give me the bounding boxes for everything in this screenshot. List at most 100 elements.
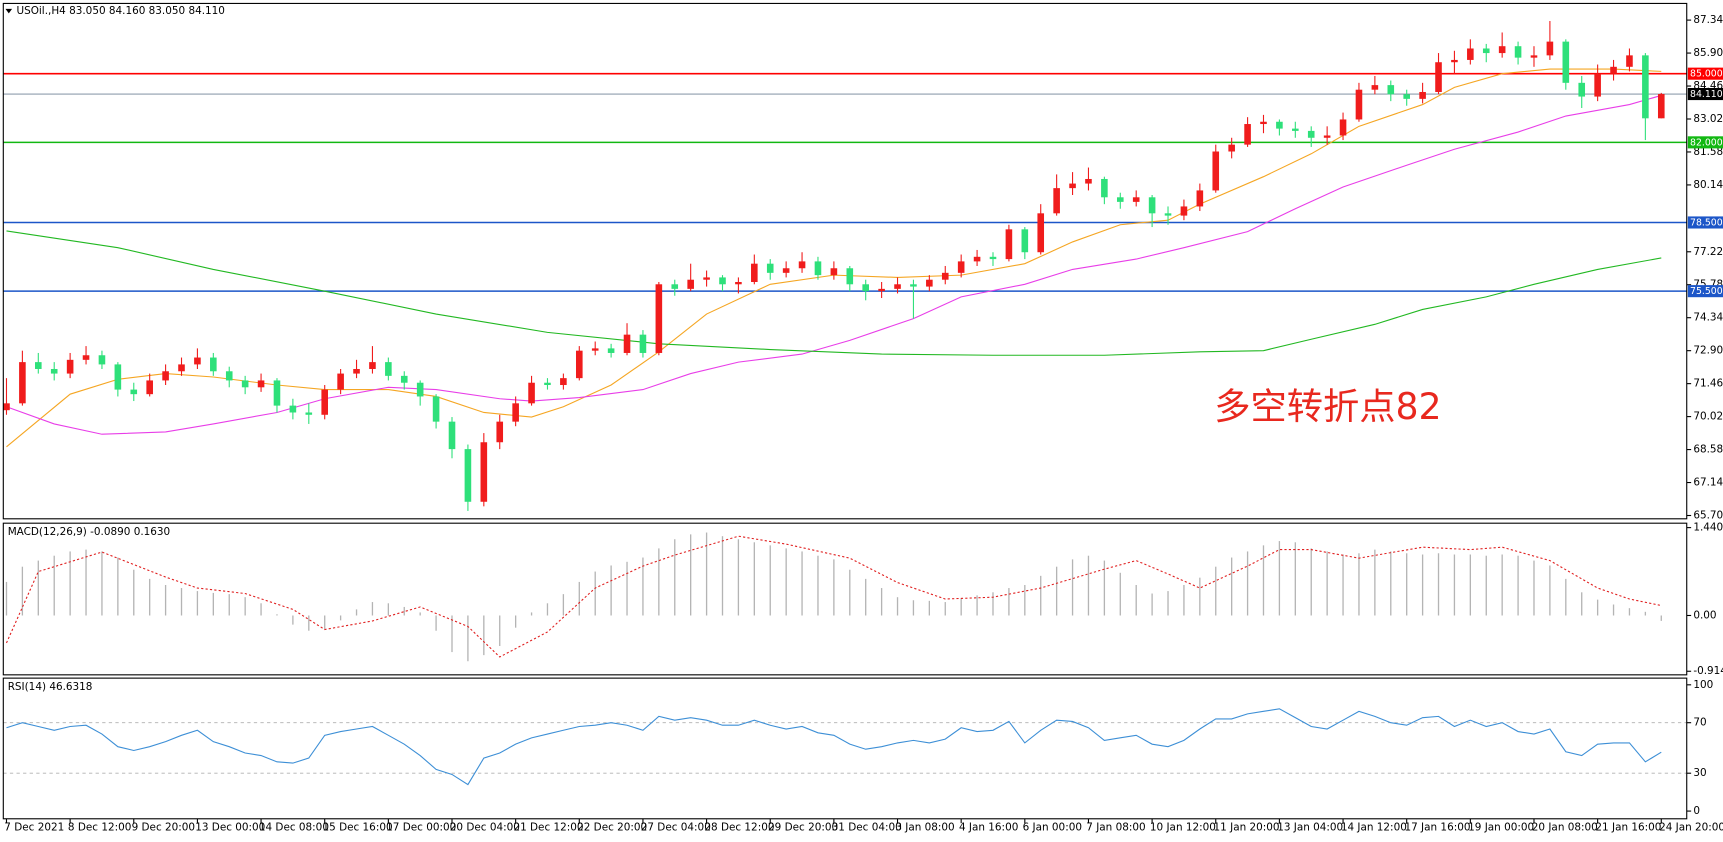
x-tick-label: 17 Jan 16:00	[1404, 822, 1470, 834]
x-tick-label: 15 Dec 16:00	[323, 822, 393, 834]
x-tick-label: 20 Jan 08:00	[1532, 822, 1598, 834]
candle-body	[19, 362, 26, 404]
candle-body	[1467, 48, 1474, 60]
candle-body	[1451, 59, 1458, 63]
candle-body	[1530, 55, 1538, 58]
y-tick-label: 74.340	[1693, 312, 1723, 324]
price-title: USOil.,H4 83.050 84.160 83.050 84.110	[16, 5, 224, 17]
y-tick-label: 83.020	[1693, 113, 1723, 125]
candle-body	[973, 256, 981, 262]
level-label: 82.000	[1690, 137, 1723, 148]
y-tick-label: 72.900	[1693, 345, 1723, 357]
level-label-box	[1687, 88, 1723, 101]
candle-body	[1005, 229, 1013, 260]
plot-layer	[3, 21, 1687, 786]
x-tick-label: 13 Dec 00:00	[195, 822, 265, 834]
candle-body	[1610, 66, 1617, 74]
candle-body	[1642, 55, 1649, 119]
candle-body	[798, 261, 806, 269]
candle-body	[1212, 151, 1220, 191]
candle-body	[496, 421, 504, 443]
candle-body	[1037, 213, 1045, 253]
x-tick-label: 3 Jan 08:00	[895, 822, 954, 834]
candle-body	[416, 382, 424, 397]
x-tick-label: 19 Jan 00:00	[1468, 822, 1534, 834]
candle-body	[1371, 85, 1379, 90]
x-tick-label: 24 Jan 20:00	[1659, 822, 1723, 834]
candle-body	[1339, 119, 1347, 136]
x-tick-label: 7 Dec 2021	[4, 822, 64, 834]
y-tick-label: 100	[1693, 679, 1713, 691]
candle-body	[719, 277, 726, 285]
candle-body	[926, 279, 933, 287]
candle-body	[194, 357, 201, 365]
candle-body	[225, 371, 233, 381]
candle-body	[353, 368, 360, 374]
y-tick-label: 68.580	[1693, 444, 1723, 456]
x-tick-label: 14 Jan 12:00	[1341, 822, 1407, 834]
candle-body	[432, 396, 440, 422]
x-tick-label: 28 Dec 12:00	[704, 822, 774, 834]
candle-body	[575, 350, 583, 379]
candle-body	[735, 281, 742, 285]
candle-body	[1498, 46, 1506, 54]
candle-body	[1514, 46, 1522, 58]
y-tick-label: 30	[1693, 767, 1706, 779]
y-tick-label: 65.700	[1693, 510, 1723, 522]
candle-body	[1069, 183, 1076, 189]
level-label-box	[1687, 216, 1723, 229]
rsi-title: RSI(14) 46.6318	[8, 681, 93, 693]
candle-body	[1578, 82, 1586, 97]
y-tick-label: 87.340	[1693, 14, 1723, 26]
candle-body	[130, 389, 138, 395]
candle-body	[528, 382, 535, 404]
candle-body	[1053, 188, 1060, 214]
candle-body	[1148, 197, 1156, 214]
candle-body	[782, 268, 790, 273]
y-tick-label: 80.140	[1693, 179, 1723, 191]
level-label: 84.110	[1690, 89, 1723, 100]
candle-body	[146, 380, 153, 395]
candle-body	[35, 362, 42, 369]
moving-average	[6, 94, 1662, 435]
candle-body	[337, 373, 344, 390]
candle-body	[671, 284, 679, 289]
y-tick-label: 1.4405	[1693, 522, 1723, 534]
rsi-panel-frame	[2, 677, 1688, 820]
level-label-box	[1687, 285, 1723, 298]
candle-body	[162, 371, 169, 381]
candle-body	[241, 380, 249, 388]
candle-body	[1292, 128, 1299, 131]
candle-body	[1164, 213, 1172, 216]
y-tick-label: 0	[1693, 805, 1700, 817]
candle-body	[862, 284, 869, 292]
moving-average	[6, 230, 1662, 356]
candle-body	[639, 334, 647, 353]
candle-body	[1546, 41, 1554, 56]
x-tick-label: 9 Dec 20:00	[132, 822, 195, 834]
candle-body	[989, 256, 997, 260]
candle-body	[305, 412, 313, 415]
y-tick-label: 77.220	[1693, 246, 1723, 258]
candle-body	[655, 284, 663, 353]
candle-body	[607, 348, 615, 353]
candle-body	[1116, 197, 1124, 202]
candle-body	[1276, 121, 1283, 129]
menu-triangle[interactable]	[5, 8, 13, 14]
y-tick-label: 70.020	[1693, 411, 1723, 423]
x-tick-label: 21 Dec 12:00	[513, 822, 583, 834]
candle-body	[1196, 190, 1204, 207]
candle-body	[941, 272, 949, 280]
x-tick-label: 21 Jan 16:00	[1595, 822, 1661, 834]
candle-body	[894, 284, 901, 289]
macd-panel-frame	[2, 522, 1688, 676]
candle-body	[1482, 48, 1490, 54]
candle-body	[957, 261, 965, 273]
candle-body	[480, 442, 488, 502]
candle-body	[846, 268, 854, 285]
candle-body	[257, 380, 265, 388]
candle-body	[1626, 55, 1633, 67]
candle-body	[1307, 130, 1315, 138]
